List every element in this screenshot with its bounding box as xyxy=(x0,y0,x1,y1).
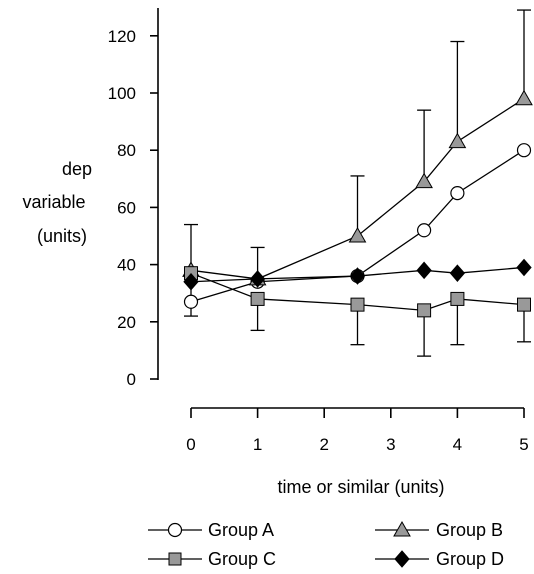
x-ticks: 0 1 2 3 4 5 xyxy=(186,408,529,454)
point-group-a-5 xyxy=(516,143,532,158)
point-group-d-0 xyxy=(183,273,199,291)
x-tick-label-2: 2 xyxy=(319,435,328,454)
series-lines xyxy=(190,98,525,312)
legend-label-group-b: Group B xyxy=(436,520,503,540)
y-tick-label-0: 0 xyxy=(127,370,136,389)
y-tick-label-120: 120 xyxy=(108,27,136,46)
point-group-a-4 xyxy=(450,186,465,201)
series-line-group-c xyxy=(190,272,525,312)
legend-item-group-d: Group D xyxy=(375,549,504,569)
error-bars xyxy=(184,9,531,357)
legend-item-group-c: Group C xyxy=(148,549,276,569)
x-tick-label-0: 0 xyxy=(186,435,195,454)
y-tick-label-20: 20 xyxy=(117,313,136,332)
y-axis-title-line-3: (units) xyxy=(37,226,87,246)
point-group-d-2 xyxy=(349,267,366,285)
point-group-d-5 xyxy=(516,258,532,277)
point-group-a-3 xyxy=(417,223,432,238)
legend-item-group-a: Group A xyxy=(148,520,274,540)
point-group-c-3 xyxy=(417,303,432,318)
point-group-c-5 xyxy=(517,297,531,312)
y-axis-title-line-1: dep xyxy=(62,159,92,179)
y-axis-title-line-2: variable xyxy=(22,192,85,212)
legend-marker-group-a xyxy=(167,522,183,538)
y-tick-label-80: 80 xyxy=(117,141,136,160)
series-line-group-b xyxy=(190,98,525,280)
y-tick-label-40: 40 xyxy=(117,256,136,275)
point-group-b-3 xyxy=(415,172,433,189)
legend-label-group-a: Group A xyxy=(208,520,274,540)
legend-label-group-c: Group C xyxy=(208,549,276,569)
series-line-group-d xyxy=(190,266,525,283)
x-tick-label-5: 5 xyxy=(519,435,528,454)
point-group-b-2 xyxy=(348,226,367,243)
legend-marker-group-d xyxy=(394,550,410,568)
point-group-d-3 xyxy=(416,261,432,280)
point-group-c-1 xyxy=(250,291,265,306)
legend-item-group-b: Group B xyxy=(375,520,503,540)
point-group-c-2 xyxy=(350,297,365,312)
point-group-d-1 xyxy=(249,270,266,288)
x-tick-label-1: 1 xyxy=(253,435,262,454)
point-group-d-4 xyxy=(449,264,466,282)
point-group-b-5 xyxy=(515,89,533,106)
point-group-a-0 xyxy=(183,294,199,309)
x-tick-label-4: 4 xyxy=(453,435,462,454)
point-group-b-4 xyxy=(448,132,467,149)
point-group-c-4 xyxy=(450,291,465,306)
legend-marker-group-c xyxy=(168,552,182,566)
x-axis-title: time or similar (units) xyxy=(277,477,444,497)
y-tick-label-100: 100 xyxy=(108,84,136,103)
x-tick-label-3: 3 xyxy=(386,435,395,454)
legend-label-group-d: Group D xyxy=(436,549,504,569)
legend-marker-group-b xyxy=(393,520,411,537)
series-line-group-a xyxy=(190,149,525,303)
legend: Group A Group B Group C Group D xyxy=(148,520,504,569)
y-ticks: 0 20 40 60 80 100 120 xyxy=(108,27,158,389)
series-markers xyxy=(182,89,533,318)
y-tick-label-60: 60 xyxy=(117,198,136,217)
